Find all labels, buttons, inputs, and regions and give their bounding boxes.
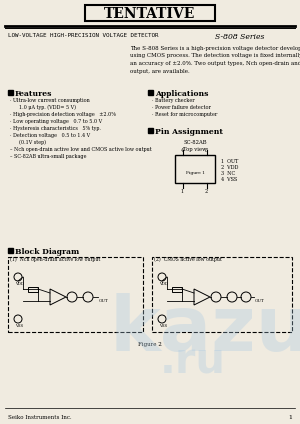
Text: OUT: OUT bbox=[99, 299, 109, 303]
Text: – SC-82AB ultra-small package: – SC-82AB ultra-small package bbox=[10, 154, 86, 159]
Text: · Power failure detector: · Power failure detector bbox=[152, 105, 211, 110]
Text: (1)  Nch open-drain active low output: (1) Nch open-drain active low output bbox=[10, 257, 100, 262]
Bar bbox=[85, 5, 215, 21]
Text: kazus: kazus bbox=[110, 293, 300, 367]
Text: VSS: VSS bbox=[159, 324, 167, 328]
Text: Features: Features bbox=[15, 90, 52, 98]
Text: Block Diagram: Block Diagram bbox=[15, 248, 79, 256]
Text: (2)  CMOS active low output: (2) CMOS active low output bbox=[154, 257, 222, 262]
Text: · Ultra-low current consumption: · Ultra-low current consumption bbox=[10, 98, 90, 103]
Text: output, are available.: output, are available. bbox=[130, 69, 190, 73]
Text: .ru: .ru bbox=[160, 341, 226, 383]
Text: Applications: Applications bbox=[155, 90, 208, 98]
Text: (0.1V step): (0.1V step) bbox=[10, 140, 46, 145]
Text: 1: 1 bbox=[288, 415, 292, 420]
Text: 1: 1 bbox=[180, 189, 184, 194]
Text: 1.0 μA typ. (VDD= 5 V): 1.0 μA typ. (VDD= 5 V) bbox=[10, 105, 76, 110]
Bar bbox=[148, 90, 153, 95]
Text: Figure 2: Figure 2 bbox=[138, 342, 162, 347]
Text: The S-808 Series is a high-precision voltage detector developed: The S-808 Series is a high-precision vol… bbox=[130, 46, 300, 51]
Bar bbox=[8, 248, 13, 253]
Text: 2: 2 bbox=[204, 189, 208, 194]
Text: SC-82AB: SC-82AB bbox=[183, 140, 207, 145]
Text: VSS: VSS bbox=[15, 324, 23, 328]
Text: TENTATIVE: TENTATIVE bbox=[104, 6, 196, 20]
Text: 4: 4 bbox=[180, 148, 184, 153]
Text: 3  NC: 3 NC bbox=[221, 171, 235, 176]
Text: · High-precision detection voltage   ±2.0%: · High-precision detection voltage ±2.0% bbox=[10, 112, 116, 117]
Bar bbox=[175, 155, 215, 183]
Bar bbox=[148, 128, 153, 133]
Text: 3: 3 bbox=[204, 148, 208, 153]
Text: 2  VDD: 2 VDD bbox=[221, 165, 238, 170]
Text: Pin Assignment: Pin Assignment bbox=[155, 128, 223, 136]
Text: 4  VSS: 4 VSS bbox=[221, 177, 237, 182]
Text: LOW-VOLTAGE HIGH-PRECISION VOLTAGE DETECTOR: LOW-VOLTAGE HIGH-PRECISION VOLTAGE DETEC… bbox=[8, 33, 158, 38]
Text: an accuracy of ±2.0%. Two output types, Nch open-drain and CMOS: an accuracy of ±2.0%. Two output types, … bbox=[130, 61, 300, 66]
Text: VDD: VDD bbox=[159, 282, 168, 286]
Bar bbox=[172, 287, 182, 292]
Bar bbox=[8, 257, 143, 332]
Text: · Detection voltage   0.5 to 1.4 V: · Detection voltage 0.5 to 1.4 V bbox=[10, 133, 90, 138]
Text: OUT: OUT bbox=[255, 299, 265, 303]
Text: Figure 1: Figure 1 bbox=[185, 171, 205, 175]
Text: 1  OUT: 1 OUT bbox=[221, 159, 238, 164]
Bar bbox=[8, 90, 13, 95]
Text: · Hysteresis characteristics   5% typ.: · Hysteresis characteristics 5% typ. bbox=[10, 126, 101, 131]
Text: VDD: VDD bbox=[15, 282, 24, 286]
Text: – Nch open-drain active low and CMOS active low output: – Nch open-drain active low and CMOS act… bbox=[10, 147, 152, 152]
Bar bbox=[152, 257, 292, 332]
Text: Top view: Top view bbox=[183, 147, 207, 152]
Text: using CMOS process. The detection voltage is fixed internally, with: using CMOS process. The detection voltag… bbox=[130, 53, 300, 59]
Bar bbox=[28, 287, 38, 292]
Text: · Battery checker: · Battery checker bbox=[152, 98, 195, 103]
Text: Seiko Instruments Inc.: Seiko Instruments Inc. bbox=[8, 415, 72, 420]
Text: · Reset for microcomputer: · Reset for microcomputer bbox=[152, 112, 217, 117]
Text: S-808 Series: S-808 Series bbox=[215, 33, 264, 41]
Text: · Low operating voltage   0.7 to 5.0 V: · Low operating voltage 0.7 to 5.0 V bbox=[10, 119, 102, 124]
